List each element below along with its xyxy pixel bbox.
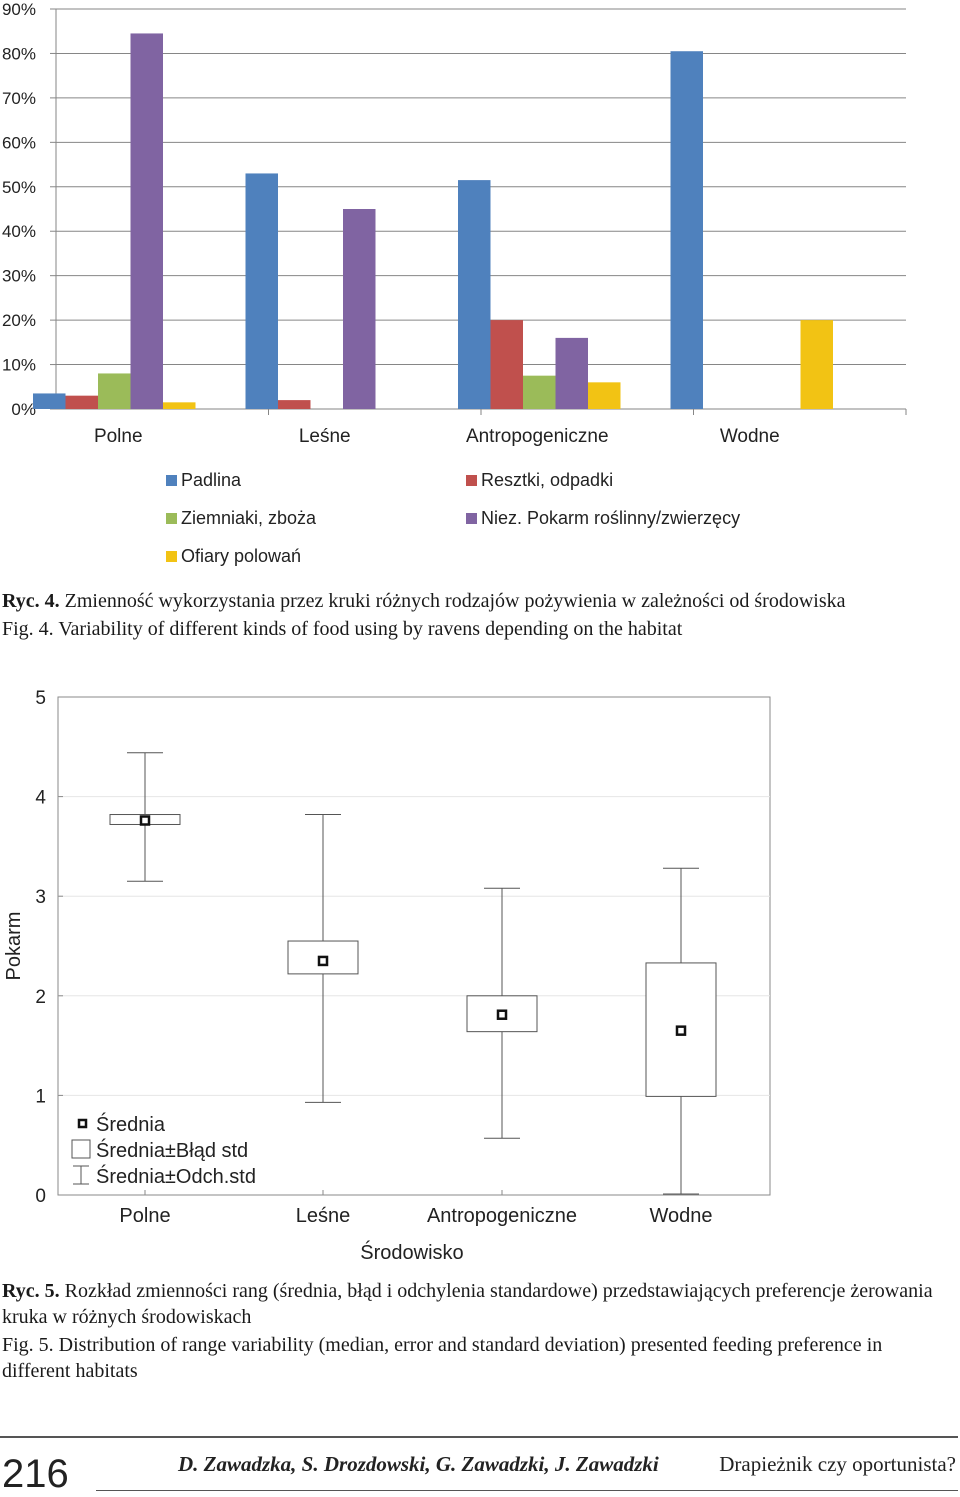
box-category-label: Antropogeniczne	[427, 1205, 577, 1227]
box-ytick-label: 2	[35, 987, 46, 1008]
fig5-caption-label: Ryc. 5.	[2, 1280, 60, 1302]
bar-legend-swatch	[166, 475, 177, 486]
bar-mark	[245, 173, 278, 409]
bar-legend-swatch	[166, 551, 177, 562]
fig5-caption-pl: Ryc. 5. Rozkład zmienności rang (średnia…	[2, 1278, 954, 1330]
bar-ytick-label: 50%	[2, 178, 36, 197]
box-category-label: Leśne	[296, 1205, 351, 1227]
legend-se-label: Średnia±Błąd std	[96, 1138, 248, 1162]
box-plot-frame	[57, 696, 771, 1196]
bar-legend-label: Ziemniaki, zboża	[181, 508, 317, 528]
bar-mark	[163, 402, 196, 409]
box-chart: 0 1 2 3 4 5 Polne Leśne Antropogeniczne Wodne Środ…	[3, 688, 771, 1264]
bar-mark	[278, 400, 311, 409]
bar-category-label: Polne	[94, 426, 143, 447]
bar-mark	[800, 320, 833, 409]
bar-legend-swatch	[166, 513, 177, 524]
fig4-caption-pl: Ryc. 4. Zmienność wykorzystania przez kr…	[2, 588, 954, 614]
box-ytick-label: 0	[35, 1186, 46, 1207]
bar-legend-label: Padlina	[181, 470, 242, 490]
bar-ytick-label: 30%	[2, 267, 36, 286]
bar-chart: 0% 10% 20% 30% 40% 50% 60% 70% 80% 90% Polne Leśne A…	[2, 0, 907, 566]
bar-mark	[98, 373, 131, 409]
footer-bottom-rule	[96, 1490, 958, 1491]
bar-mark	[65, 395, 98, 409]
page-number: 216	[2, 1452, 69, 1496]
bar-mark	[458, 180, 491, 409]
bar-ytick-label: 20%	[2, 311, 36, 330]
footer-authors: D. Zawadzka, S. Drozdowski, G. Zawadzki,…	[178, 1452, 659, 1476]
fig4-caption-en: Fig. 4. Variability of different kinds o…	[2, 618, 683, 640]
box-xaxis-title: Środowisko	[360, 1240, 463, 1264]
bar-mark	[343, 209, 376, 409]
bar-legend-label: Ofiary polowań	[181, 546, 301, 566]
box-category-label: Wodne	[649, 1205, 712, 1227]
bar-legend-label: Niez. Pokarm roślinny/zwierzęcy	[481, 508, 740, 528]
bar-mark	[490, 320, 523, 409]
fig4-caption-label: Ryc. 4.	[2, 590, 60, 612]
fig5-caption-text: Rozkład zmienności rang (średnia, błąd i…	[2, 1280, 933, 1328]
mean-marker	[496, 1009, 508, 1020]
fig4-caption-text: Zmienność wykorzystania przez kruki różn…	[59, 590, 846, 612]
bar-ytick-label: 90%	[2, 0, 36, 19]
bar-ytick-label: 70%	[2, 89, 36, 108]
fig5-caption-en: Fig. 5. Distribution of range variabilit…	[2, 1334, 883, 1382]
box-ytick-label: 1	[35, 1086, 46, 1107]
legend-mean-label: Średnia	[96, 1112, 166, 1136]
footer-running-title: Drapieżnik czy oportunista?	[719, 1452, 956, 1476]
mean-marker	[317, 955, 329, 967]
bar-legend-swatch	[466, 475, 477, 486]
bar-legend-swatch	[466, 513, 477, 524]
bar-category-label: Wodne	[720, 426, 780, 447]
bar-mark	[670, 51, 703, 409]
bar-mark	[588, 382, 621, 409]
bar-mark	[555, 337, 588, 409]
bar-ytick-label: 0%	[11, 400, 36, 419]
bar-ytick-label: 10%	[2, 356, 36, 375]
legend-se-swatch	[71, 1139, 91, 1159]
box-ytick-label: 4	[35, 788, 46, 809]
bar-mark	[523, 375, 556, 409]
bar-ytick-label: 40%	[2, 222, 36, 241]
box-category-label: Polne	[119, 1205, 170, 1227]
box-yaxis-title: Pokarm	[3, 912, 25, 981]
legend-sd-label: Średnia±Odch.std	[96, 1164, 256, 1188]
bar-category-label: Leśne	[299, 426, 351, 447]
legend-mean-swatch	[77, 1118, 88, 1129]
bar-legend-label: Resztki, odpadki	[481, 470, 613, 490]
bar-mark	[130, 33, 163, 409]
bar-ytick-label: 80%	[2, 44, 36, 63]
footer-top-rule	[0, 1436, 958, 1438]
box-ytick-label: 5	[35, 688, 46, 709]
box-ytick-label: 3	[35, 887, 46, 908]
bar-category-label: Antropogeniczne	[466, 426, 609, 447]
mean-marker	[139, 815, 151, 826]
bar-mark	[33, 393, 66, 409]
bar-ytick-label: 60%	[2, 133, 36, 152]
mean-marker	[675, 1025, 687, 1036]
